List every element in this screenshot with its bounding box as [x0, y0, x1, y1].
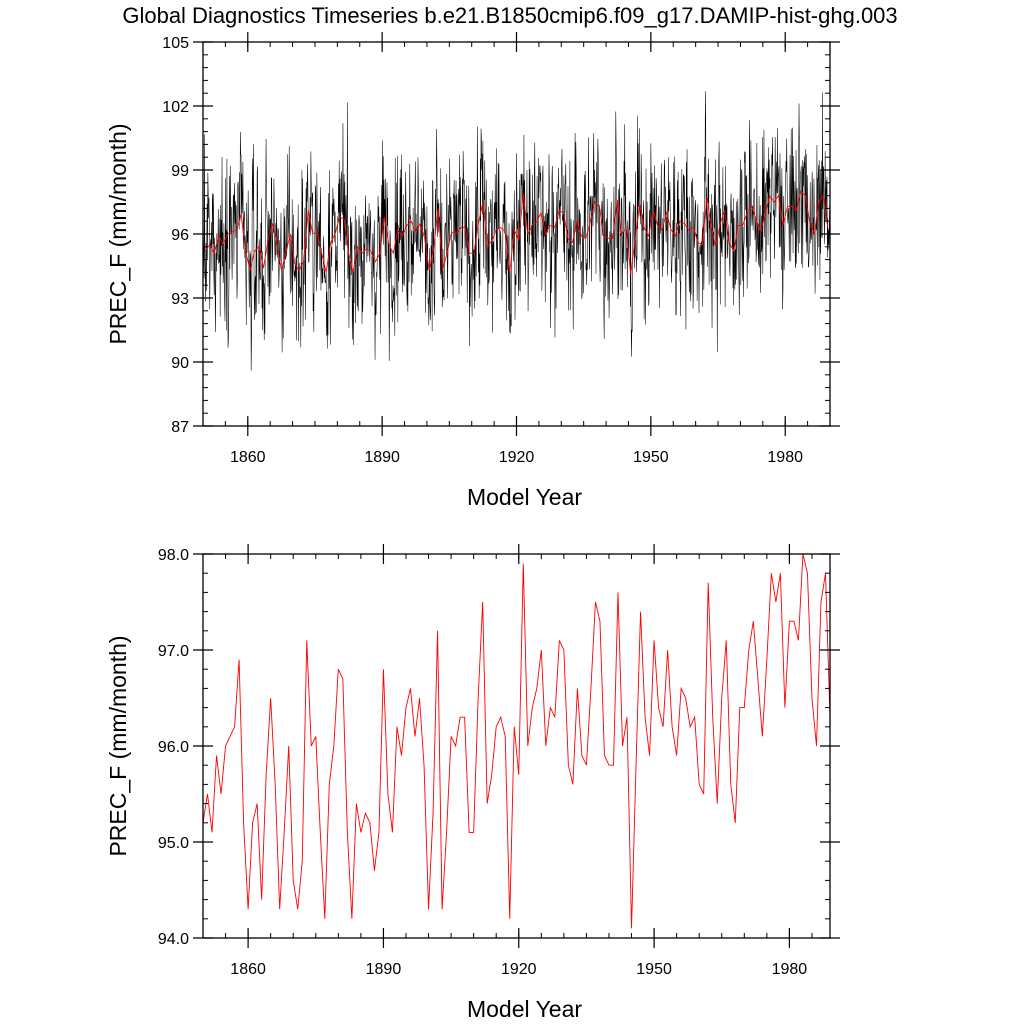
- chart-title: Global Diagnostics Timeseries b.e21.B185…: [122, 3, 897, 28]
- annual-series-line: [204, 190, 829, 275]
- annual-mean-line: [202, 553, 831, 929]
- y-tick-label: 97.0: [158, 643, 189, 660]
- y-tick-label: 96.0: [158, 739, 189, 756]
- x-tick-label: 1860: [230, 961, 266, 978]
- x-tick-label: 1980: [767, 449, 803, 466]
- y-tick-label: 102: [162, 99, 189, 116]
- bottom-panel: 1860 1890 1920 1950 1980 94.0 95.0 96.0 97.0 98.0…: [105, 544, 840, 1022]
- plot-frame: [202, 553, 831, 939]
- top-x-axis-label: Model Year: [467, 484, 582, 510]
- monthly-series-line: [202, 91, 830, 371]
- top-panel: 1860 1890 1920 1950 1980 87 90 93 96 99 102 105 Mod…: [105, 32, 840, 510]
- y-tick-label: 95.0: [158, 835, 189, 852]
- bottom-x-axis-label: Model Year: [467, 996, 582, 1022]
- x-tick-label: 1860: [230, 449, 266, 466]
- bottom-panel-axes: 1860 1890 1920 1950 1980 94.0 95.0 96.0 97.0 98.0: [158, 544, 840, 978]
- top-panel-axes: 1860 1890 1920 1950 1980 87 90 93 96 99 102 105: [162, 32, 840, 466]
- y-tick-label: 105: [162, 35, 189, 52]
- annual-mean-line: [204, 190, 829, 275]
- x-tick-label: 1890: [364, 449, 400, 466]
- x-tick-label: 1950: [633, 449, 669, 466]
- y-tick-label: 94.0: [158, 931, 189, 948]
- y-tick-label: 87: [171, 419, 189, 436]
- bottom-annual-series-line: [202, 553, 831, 929]
- x-tick-label: 1950: [636, 961, 672, 978]
- y-tick-label: 93: [171, 291, 189, 308]
- x-tick-label: 1920: [501, 961, 537, 978]
- top-y-axis-label: PREC_F (mm/month): [105, 123, 131, 344]
- x-tick-label: 1920: [499, 449, 535, 466]
- x-tick-label: 1890: [366, 961, 402, 978]
- x-tick-label: 1980: [772, 961, 808, 978]
- y-tick-label: 96: [171, 227, 189, 244]
- y-tick-label: 90: [171, 355, 189, 372]
- y-tick-label: 98.0: [158, 547, 189, 564]
- monthly-mean-line: [202, 91, 830, 371]
- bottom-y-axis-label: PREC_F (mm/month): [105, 635, 131, 856]
- y-tick-label: 99: [171, 163, 189, 180]
